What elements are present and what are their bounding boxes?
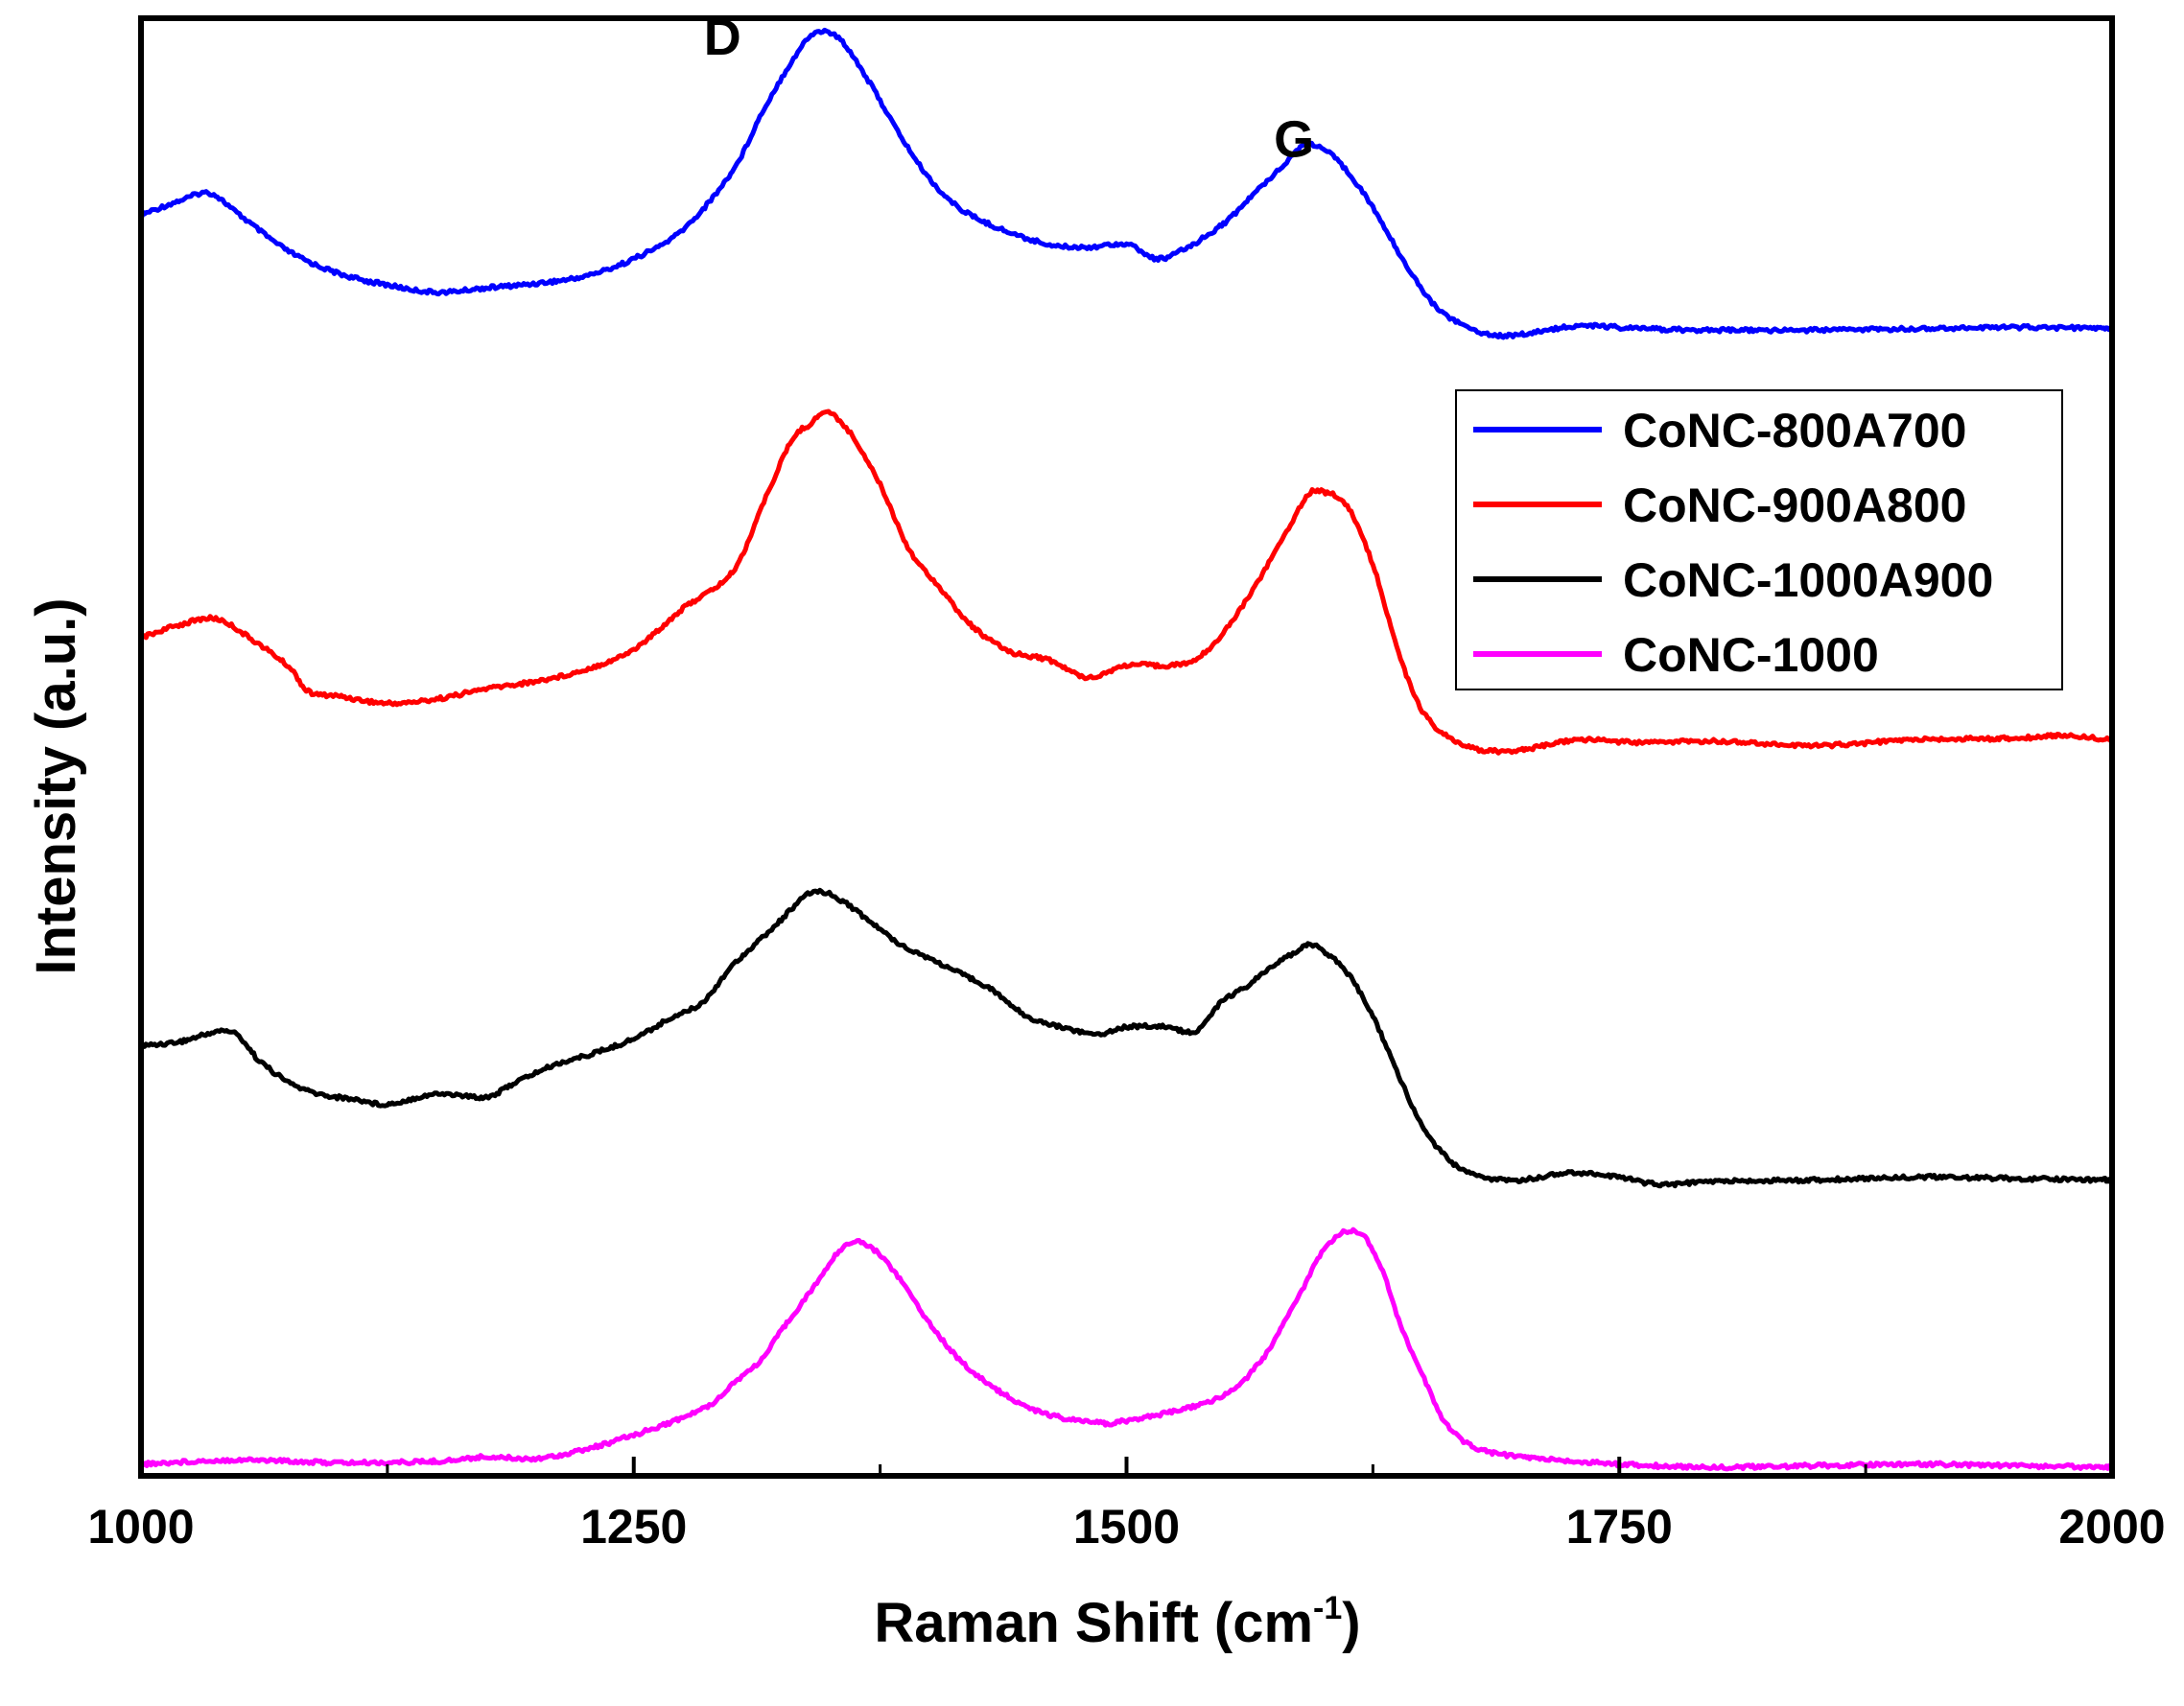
x-tick-label-1000: 1000 — [87, 1500, 194, 1554]
legend-label-conc-900a800: CoNC-900A800 — [1623, 479, 1966, 532]
x-axis-ticks: 1000 1250 1500 1750 2000 — [87, 1457, 2166, 1554]
x-tick-label-1750: 1750 — [1566, 1500, 1673, 1554]
plot-lines — [138, 27, 2115, 1472]
x-axis-title-superscript: -1 — [1313, 1590, 1342, 1626]
peak-annotations: DG — [704, 9, 1314, 168]
x-tick-label-1250: 1250 — [580, 1500, 687, 1554]
peak-label-g: G — [1274, 110, 1314, 168]
x-tick-label-1500: 1500 — [1073, 1500, 1180, 1554]
series-line-conc-800a700 — [138, 27, 2115, 340]
series-line-conc-1000 — [138, 1227, 2115, 1472]
peak-label-d: D — [704, 9, 741, 66]
x-tick-label-2000: 2000 — [2058, 1500, 2165, 1554]
series-line-conc-900a800 — [138, 409, 2115, 756]
legend-label-conc-1000: CoNC-1000 — [1623, 628, 1879, 682]
y-axis-title: Intensity (a.u.) — [25, 597, 87, 974]
legend-label-conc-800a700: CoNC-800A700 — [1623, 404, 1966, 457]
x-axis-title: Raman Shift (cm-1) — [874, 1590, 1360, 1654]
legend: CoNC-800A700 CoNC-900A800 CoNC-1000A900 CoN… — [1455, 389, 2063, 690]
legend-box — [1455, 389, 2063, 690]
legend-label-conc-1000a900: CoNC-1000A900 — [1623, 553, 1993, 607]
series-line-conc-1000a900 — [138, 887, 2115, 1189]
